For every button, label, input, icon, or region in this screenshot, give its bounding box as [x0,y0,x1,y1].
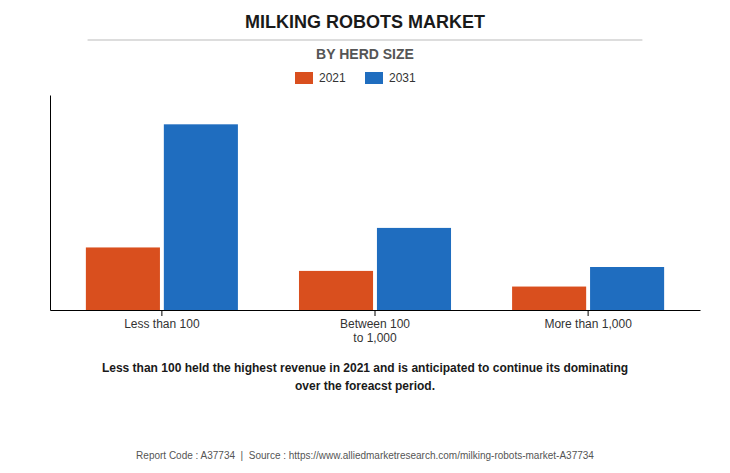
x-tick-label: Less than 100 [124,317,200,331]
bar [299,271,373,310]
plot: Less than 100 Between 100to 1,000 More tha… [51,96,701,345]
legend-swatch [295,72,313,84]
x-tick-label: Between 100to 1,000 [340,317,410,345]
legend-item: 2021 [295,71,346,85]
x-tick-label: More than 1,000 [544,317,632,331]
y-axis-line [50,96,51,311]
x-tick-mark [588,310,589,316]
series [164,124,664,310]
bar [164,124,238,310]
subtitle: BY HERD SIZE [316,46,414,62]
title-rule [88,40,643,41]
series [86,247,586,310]
legend: 2021 2031 [295,71,416,85]
annotation: Less than 100 held the highest revenue i… [102,361,628,393]
x-tick-mark [161,310,162,316]
x-tick-mark [375,310,376,316]
legend-label: 2031 [389,71,416,85]
y-axis [50,96,51,311]
legend-label: 2021 [319,71,346,85]
bar [512,287,586,310]
x-tick: More than 1,000 [544,310,632,331]
x-tick: Between 100to 1,000 [340,310,410,345]
legend-item: 2031 [365,71,416,85]
x-axis: Less than 100 Between 100to 1,000 More tha… [51,310,701,345]
bars [86,124,664,310]
bar [86,247,160,310]
title: MILKING ROBOTS MARKET [245,12,485,32]
legend-swatch [365,72,383,84]
x-tick: Less than 100 [124,310,200,331]
footer: Report Code : A37734 | Source : https://… [136,450,594,461]
chart: MILKING ROBOTS MARKET BY HERD SIZE Less th… [0,0,730,473]
bar [377,228,451,310]
bar [590,267,664,310]
